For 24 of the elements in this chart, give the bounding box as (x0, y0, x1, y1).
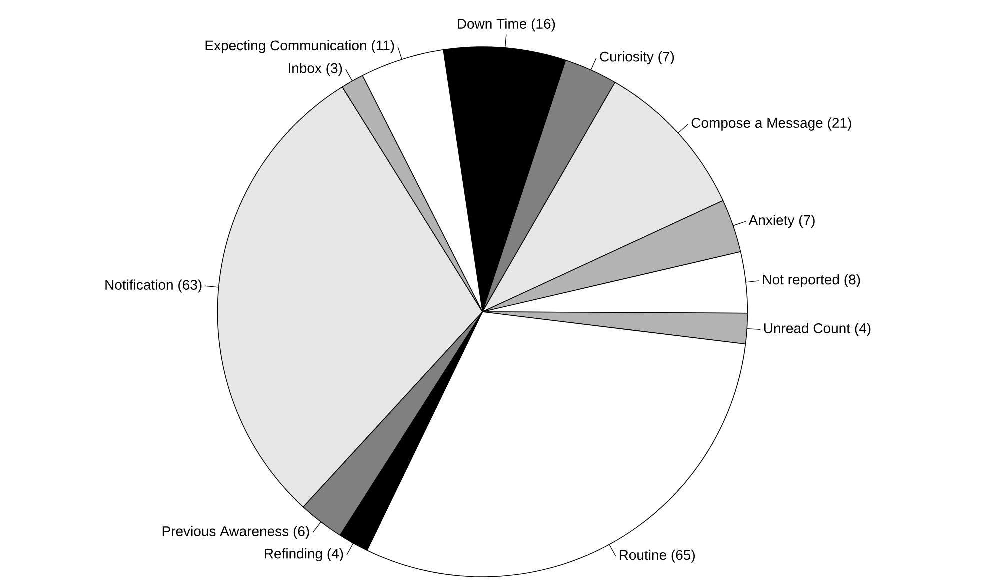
data-label: (7) (658, 52, 674, 65)
slice-label: Compose a Message (692, 118, 823, 131)
slice-label: Anxiety (748, 215, 795, 228)
slice-label: Expecting Communication (206, 40, 366, 54)
data-label: (65) (672, 550, 695, 563)
slice-label: Routine (620, 550, 666, 560)
slice-label: Not reported (763, 274, 840, 288)
data-label: (11) (372, 40, 394, 54)
data-label: (4) (855, 323, 871, 336)
data-label: (7) (799, 215, 815, 228)
data-label: (16) (532, 18, 556, 32)
data-label: (8) (844, 274, 860, 288)
slice-label: Unread Count (764, 323, 850, 334)
data-label: (4) (328, 548, 344, 562)
slice-label: Notification (106, 280, 173, 290)
data-label: (21) (828, 118, 852, 131)
data-label: (63) (178, 280, 202, 293)
slice-label: Curiosity (600, 52, 654, 65)
slice-label: Down Time (458, 18, 527, 29)
slice-label: Refinding (265, 548, 322, 562)
slice-label: Inbox (289, 63, 322, 74)
data-label: (3) (326, 63, 342, 76)
slice-label: Previous Awareness (162, 526, 289, 536)
data-label: (6) (294, 526, 310, 540)
